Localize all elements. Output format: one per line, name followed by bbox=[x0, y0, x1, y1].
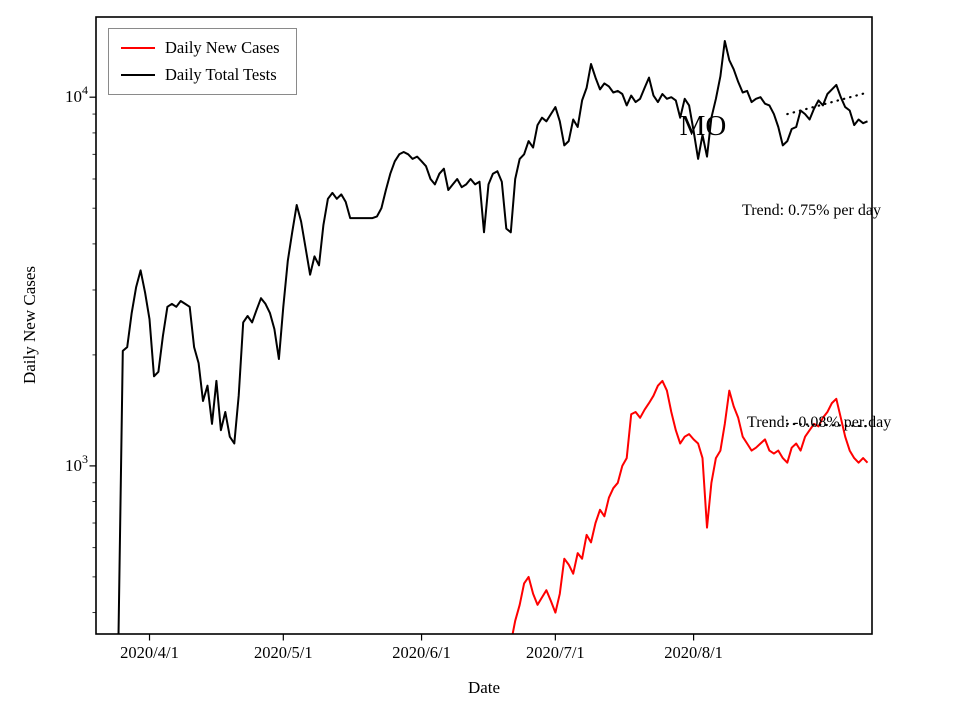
series-line-daily-total-tests bbox=[117, 40, 868, 634]
x-tick-label: 2020/6/1 bbox=[392, 643, 451, 662]
x-tick-label: 2020/7/1 bbox=[526, 643, 585, 662]
legend-label: Daily Total Tests bbox=[165, 65, 277, 85]
x-tick-label: 2020/8/1 bbox=[664, 643, 723, 662]
plot-title: MO bbox=[679, 110, 727, 142]
legend-item-daily-total-tests: Daily Total Tests bbox=[121, 65, 280, 85]
legend-label: Daily New Cases bbox=[165, 38, 280, 57]
red-line-swatch-icon bbox=[121, 47, 155, 50]
trend-line-daily-total-tests bbox=[786, 91, 869, 116]
x-axis-label: Date bbox=[467, 678, 501, 697]
y-axis-label: Daily New Cases bbox=[20, 265, 39, 385]
x-tick-label: 2020/5/1 bbox=[254, 643, 313, 662]
trend-annotation-tests: Trend: 0.75% per day bbox=[742, 202, 881, 219]
series-line-daily-new-cases bbox=[511, 379, 869, 634]
black-line-swatch-icon bbox=[121, 74, 155, 77]
trend-line-daily-new-cases bbox=[786, 422, 869, 428]
y-tick-label: 104 bbox=[65, 83, 88, 106]
trend-annotation-cases: Trend: -0.08% per day bbox=[747, 414, 892, 431]
plot-border bbox=[95, 16, 873, 635]
legend-item-daily-new-cases: Daily New Cases bbox=[121, 38, 280, 57]
legend: Daily New Cases Daily Total Tests bbox=[108, 28, 297, 96]
x-tick-label: 2020/4/1 bbox=[120, 643, 179, 662]
y-tick-label: 103 bbox=[65, 452, 88, 475]
